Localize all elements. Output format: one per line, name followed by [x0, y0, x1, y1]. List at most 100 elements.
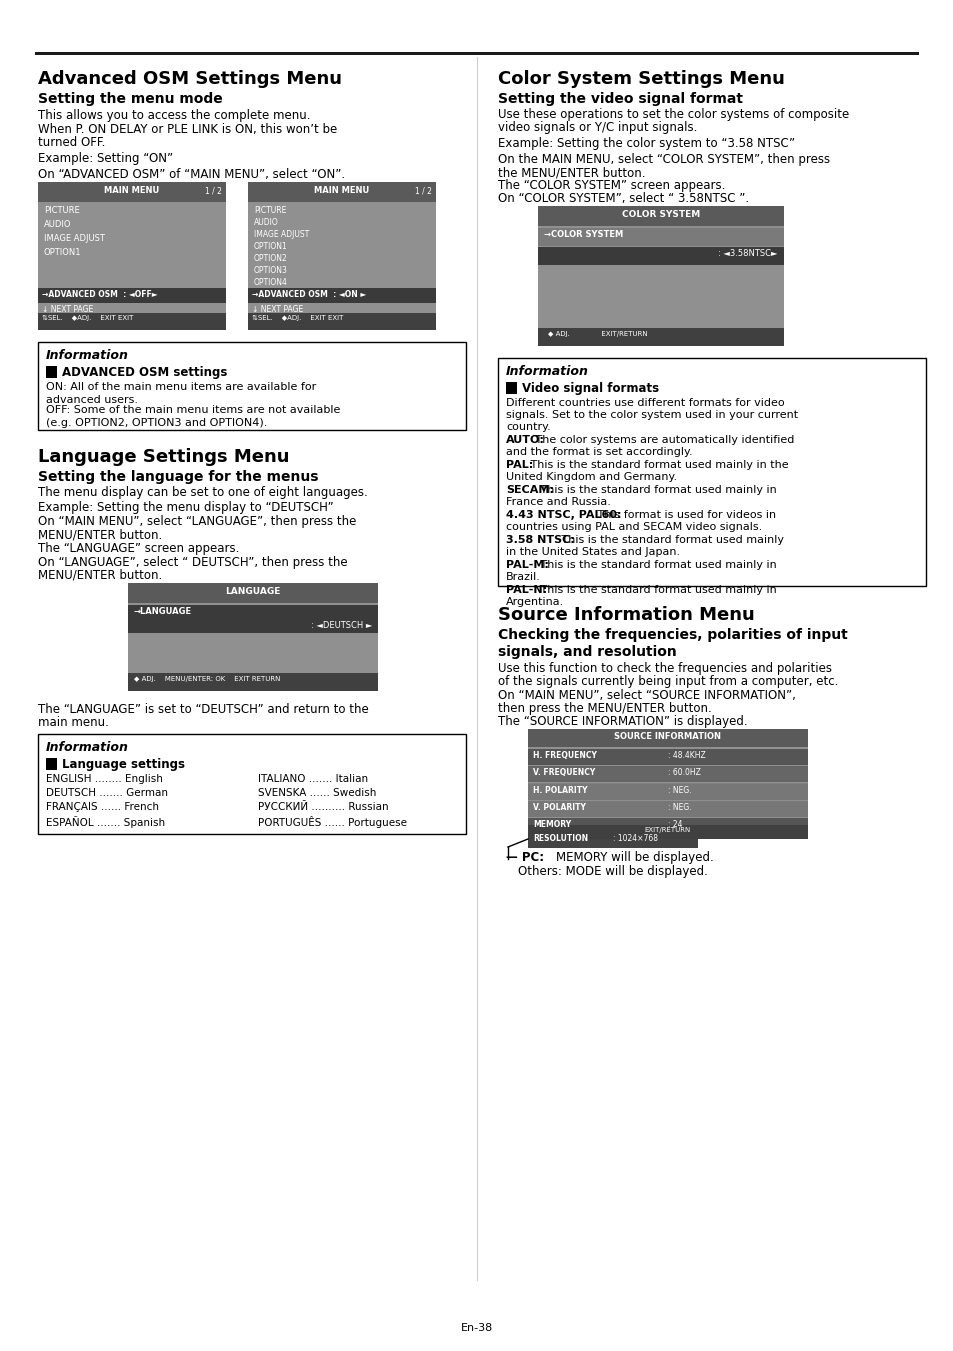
Text: ↓ NEXT PAGE: ↓ NEXT PAGE — [252, 305, 303, 313]
Text: The “COLOR SYSTEM” screen appears.: The “COLOR SYSTEM” screen appears. — [497, 178, 724, 192]
Text: in the United States and Japan.: in the United States and Japan. — [505, 547, 679, 557]
Text: →ADVANCED OSM  : ◄OFF►: →ADVANCED OSM : ◄OFF► — [42, 290, 157, 299]
Text: ENGLISH ........ English: ENGLISH ........ English — [46, 774, 163, 784]
Text: 1 / 2: 1 / 2 — [205, 186, 222, 195]
Bar — [38, 734, 465, 834]
Bar — [128, 673, 377, 690]
Text: AUDIO: AUDIO — [253, 218, 278, 227]
Text: IMAGE ADJUST: IMAGE ADJUST — [253, 230, 309, 239]
Text: 4.43 NTSC, PAL60:: 4.43 NTSC, PAL60: — [505, 509, 620, 520]
Text: PORTUGUÊS ...... Portuguese: PORTUGUÊS ...... Portuguese — [257, 816, 407, 828]
Text: Color System Settings Menu: Color System Settings Menu — [497, 70, 784, 88]
Text: The “LANGUAGE” screen appears.: The “LANGUAGE” screen appears. — [38, 542, 239, 555]
Text: FRANÇAIS ...... French: FRANÇAIS ...... French — [46, 802, 159, 812]
Text: of the signals currently being input from a computer, etc.: of the signals currently being input fro… — [497, 676, 838, 688]
Text: Video signal formats: Video signal formats — [521, 382, 659, 394]
Text: Source Information Menu: Source Information Menu — [497, 607, 754, 624]
Text: MENU/ENTER button.: MENU/ENTER button. — [38, 569, 162, 582]
Bar — [527, 784, 807, 800]
Bar — [527, 825, 807, 839]
Text: V. FREQUENCY: V. FREQUENCY — [533, 767, 595, 777]
Bar — [497, 358, 925, 586]
Text: Language settings: Language settings — [62, 758, 185, 771]
Text: H. FREQUENCY: H. FREQUENCY — [533, 751, 597, 761]
Bar — [248, 182, 436, 330]
Text: 3.58 NTSC:: 3.58 NTSC: — [505, 535, 574, 544]
Text: Information: Information — [505, 365, 588, 378]
Bar — [128, 584, 377, 603]
Text: : 24: : 24 — [667, 820, 681, 830]
Text: United Kingdom and Germany.: United Kingdom and Germany. — [505, 471, 677, 482]
Text: MENU/ENTER button.: MENU/ENTER button. — [38, 528, 162, 540]
Text: The menu display can be set to one of eight languages.: The menu display can be set to one of ei… — [38, 486, 367, 499]
Text: ON: All of the main menu items are available for: ON: All of the main menu items are avail… — [46, 382, 315, 392]
Text: RESOLUTION: RESOLUTION — [533, 834, 587, 843]
Text: Different countries use different formats for video: Different countries use different format… — [505, 399, 783, 408]
Text: When P. ON DELAY or PLE LINK is ON, this won’t be: When P. ON DELAY or PLE LINK is ON, this… — [38, 123, 337, 136]
Text: PAL-M:: PAL-M: — [505, 561, 548, 570]
Text: Use this function to check the frequencies and polarities: Use this function to check the frequenci… — [497, 662, 831, 676]
Text: Checking the frequencies, polarities of input: Checking the frequencies, polarities of … — [497, 628, 847, 642]
Bar — [38, 313, 226, 330]
Text: signals, and resolution: signals, and resolution — [497, 644, 676, 659]
Text: On “LANGUAGE”, select “ DEUTSCH”, then press the: On “LANGUAGE”, select “ DEUTSCH”, then p… — [38, 557, 347, 569]
Text: : 1024×768: : 1024×768 — [613, 834, 658, 843]
Text: Advanced OSM Settings Menu: Advanced OSM Settings Menu — [38, 70, 341, 88]
Bar — [537, 205, 783, 226]
Text: OPTION2: OPTION2 — [253, 254, 288, 263]
Text: Information: Information — [46, 740, 129, 754]
Bar — [527, 730, 807, 747]
Bar — [527, 766, 807, 782]
Text: MAIN MENU: MAIN MENU — [314, 186, 369, 195]
Text: →LANGUAGE: →LANGUAGE — [133, 607, 192, 616]
Bar — [527, 801, 807, 817]
Text: On “MAIN MENU”, select “SOURCE INFORMATION”,: On “MAIN MENU”, select “SOURCE INFORMATI… — [497, 689, 795, 703]
Text: advanced users.: advanced users. — [46, 394, 138, 405]
Text: MAIN MENU: MAIN MENU — [104, 186, 159, 195]
Text: H. POLARITY: H. POLARITY — [533, 786, 587, 794]
Bar — [505, 382, 517, 394]
Text: PICTURE: PICTURE — [253, 205, 286, 215]
Text: video signals or Y/C input signals.: video signals or Y/C input signals. — [497, 122, 697, 134]
Bar — [46, 758, 57, 770]
Text: IMAGE ADJUST: IMAGE ADJUST — [44, 234, 105, 243]
Text: En-38: En-38 — [460, 1323, 493, 1333]
Text: SECAM:: SECAM: — [505, 485, 554, 494]
Text: On “MAIN MENU”, select “LANGUAGE”, then press the: On “MAIN MENU”, select “LANGUAGE”, then … — [38, 515, 356, 528]
Bar — [527, 730, 807, 839]
Bar — [38, 288, 226, 303]
Text: country.: country. — [505, 422, 550, 432]
Bar — [248, 288, 436, 303]
Bar — [537, 328, 783, 346]
Text: This allows you to access the complete menu.: This allows you to access the complete m… — [38, 109, 310, 122]
Bar — [476, 57, 477, 1281]
Text: PAL-N:: PAL-N: — [505, 585, 547, 594]
Text: SVENSKA ...... Swedish: SVENSKA ...... Swedish — [257, 788, 376, 798]
Text: ↓ NEXT PAGE: ↓ NEXT PAGE — [42, 305, 93, 313]
Text: ITALIANO ....... Italian: ITALIANO ....... Italian — [257, 774, 368, 784]
Text: OPTION4: OPTION4 — [253, 278, 288, 286]
Text: ADVANCED OSM settings: ADVANCED OSM settings — [62, 366, 227, 380]
Text: MEMORY: MEMORY — [533, 820, 571, 830]
Text: DEUTSCH ....... German: DEUTSCH ....... German — [46, 788, 168, 798]
Text: signals. Set to the color system used in your current: signals. Set to the color system used in… — [505, 409, 798, 420]
Text: ESPAÑOL ....... Spanish: ESPAÑOL ....... Spanish — [46, 816, 165, 828]
Text: SOURCE INFORMATION: SOURCE INFORMATION — [614, 732, 720, 740]
Bar — [248, 182, 436, 203]
Bar — [537, 247, 783, 265]
Text: Argentina.: Argentina. — [505, 597, 563, 607]
Text: OPTION1: OPTION1 — [253, 242, 288, 251]
Text: OPTION3: OPTION3 — [253, 266, 288, 276]
Text: : 60.0HZ: : 60.0HZ — [667, 767, 700, 777]
Text: France and Russia.: France and Russia. — [505, 497, 610, 507]
Text: LANGUAGE: LANGUAGE — [225, 586, 280, 596]
Text: On “ADVANCED OSM” of “MAIN MENU”, select “ON”.: On “ADVANCED OSM” of “MAIN MENU”, select… — [38, 168, 345, 181]
Text: then press the MENU/ENTER button.: then press the MENU/ENTER button. — [497, 703, 711, 715]
Text: Setting the video signal format: Setting the video signal format — [497, 92, 742, 105]
Text: Language Settings Menu: Language Settings Menu — [38, 449, 289, 466]
Bar — [527, 817, 807, 834]
Text: : ◄DEUTSCH ►: : ◄DEUTSCH ► — [311, 621, 372, 630]
Text: →ADVANCED OSM  : ◄ON ►: →ADVANCED OSM : ◄ON ► — [252, 290, 366, 299]
Text: : NEG.: : NEG. — [667, 802, 691, 812]
Text: ◆ ADJ.    MENU/ENTER: OK    EXIT RETURN: ◆ ADJ. MENU/ENTER: OK EXIT RETURN — [133, 676, 280, 682]
